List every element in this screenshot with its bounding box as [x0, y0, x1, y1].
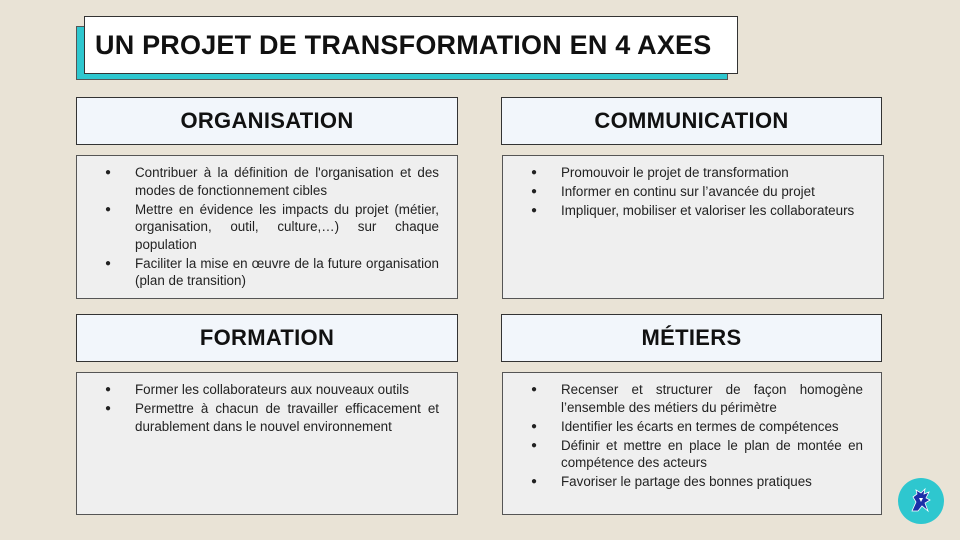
brand-logo: [898, 478, 944, 524]
list-item: ● Former les collaborateurs aux nouveaux …: [95, 381, 439, 399]
bullet-icon: ●: [105, 167, 112, 178]
list-item: ● Mettre en évidence les impacts du proje…: [95, 201, 439, 254]
section-heading-label: FORMATION: [199, 325, 335, 350]
bullet-icon: ●: [105, 403, 112, 414]
bullet-icon: ●: [531, 476, 538, 487]
list-item: ● Contribuer à la définition de l'organis…: [95, 164, 439, 199]
list-item: ● Recenser et structurer de façon homogèn…: [521, 381, 863, 416]
list-item-text: Former les collaborateurs aux nouveaux o…: [135, 382, 409, 397]
bullet-icon: ●: [531, 205, 538, 216]
list-item: ● Permettre à chacun de travailler effica…: [95, 400, 439, 435]
list-item: ● Définir et mettre en place le plan de m…: [521, 437, 863, 472]
section-heading-label: ORGANISATION: [180, 108, 354, 133]
list-item-text: Faciliter la mise en œuvre de la future …: [135, 255, 439, 289]
list-item: ● Identifier les écarts en termes de comp…: [521, 418, 863, 436]
heraldic-beast-icon: [911, 487, 931, 513]
bullet-icon: ●: [531, 439, 538, 451]
bullet-list: ● Contribuer à la définition de l'organis…: [95, 164, 439, 290]
list-item-text: Informer en continu sur l’avancée du pro…: [561, 184, 815, 199]
bullet-list: ● Promouvoir le projet de transformation …: [521, 164, 865, 220]
section-body-communication: ● Promouvoir le projet de transformation …: [502, 155, 884, 299]
section-heading-formation: FORMATION: [76, 314, 458, 362]
title-box: UN PROJET DE TRANSFORMATION EN 4 AXES: [84, 16, 738, 74]
list-item-text: Mettre en évidence les impacts du projet…: [135, 201, 439, 252]
list-item: ● Impliquer, mobiliser et valoriser les c…: [521, 202, 865, 220]
bullet-icon: ●: [105, 384, 112, 395]
list-item: ● Faciliter la mise en œuvre de la future…: [95, 255, 439, 290]
list-item-text: Identifier les écarts en termes de compé…: [561, 418, 839, 434]
list-item-text: Définir et mettre en place le plan de mo…: [561, 437, 863, 471]
bullet-list: ● Recenser et structurer de façon homogèn…: [521, 381, 863, 491]
section-heading-label: MÉTIERS: [641, 325, 742, 350]
bullet-icon: ●: [531, 420, 538, 432]
bullet-icon: ●: [531, 186, 538, 197]
section-heading-label: COMMUNICATION: [594, 108, 789, 133]
list-item-text: Contribuer à la définition de l'organisa…: [135, 165, 439, 198]
list-item-text: Favoriser le partage des bonnes pratique…: [561, 474, 812, 489]
section-body-organisation: ● Contribuer à la définition de l'organis…: [76, 155, 458, 299]
list-item-text: Impliquer, mobiliser et valoriser les co…: [561, 203, 855, 218]
bullet-icon: ●: [105, 257, 112, 269]
list-item: ● Promouvoir le projet de transformation: [521, 164, 865, 182]
page-title: UN PROJET DE TRANSFORMATION EN 4 AXES: [95, 29, 712, 60]
section-heading-organisation: ORGANISATION: [76, 97, 458, 145]
list-item-text: Recenser et structurer de façon homogène…: [561, 382, 863, 415]
bullet-icon: ●: [531, 167, 538, 178]
section-heading-communication: COMMUNICATION: [501, 97, 882, 145]
bullet-icon: ●: [531, 384, 538, 395]
list-item: ● Informer en continu sur l’avancée du pr…: [521, 183, 865, 201]
list-item-text: Promouvoir le projet de transformation: [561, 165, 789, 180]
section-body-formation: ● Former les collaborateurs aux nouveaux …: [76, 372, 458, 515]
bullet-list: ● Former les collaborateurs aux nouveaux …: [95, 381, 439, 435]
list-item-text: Permettre à chacun de travailler efficac…: [135, 401, 439, 434]
list-item: ● Favoriser le partage des bonnes pratiqu…: [521, 473, 863, 491]
section-heading-metiers: MÉTIERS: [501, 314, 882, 362]
bullet-icon: ●: [105, 203, 112, 215]
section-body-metiers: ● Recenser et structurer de façon homogèn…: [502, 372, 882, 515]
